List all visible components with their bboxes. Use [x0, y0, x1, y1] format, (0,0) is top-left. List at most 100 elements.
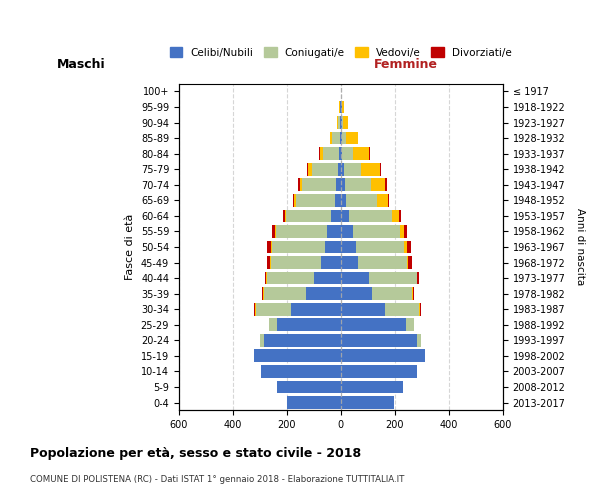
Bar — [271, 256, 320, 269]
Bar — [277, 380, 341, 394]
Y-axis label: Fasce di età: Fasce di età — [125, 214, 135, 280]
Bar — [275, 225, 276, 238]
Bar — [346, 132, 358, 144]
Bar — [407, 256, 409, 269]
Bar — [404, 225, 407, 238]
Bar — [361, 163, 380, 175]
Bar — [342, 132, 346, 144]
Bar — [264, 288, 306, 300]
Bar — [353, 225, 400, 238]
Bar — [341, 148, 342, 160]
Bar — [372, 288, 412, 300]
Bar — [380, 163, 381, 175]
Bar — [341, 163, 344, 175]
Bar — [254, 303, 255, 316]
Bar — [260, 334, 264, 346]
Bar — [262, 288, 263, 300]
Bar — [339, 148, 341, 160]
Bar — [341, 318, 406, 331]
Text: COMUNE DI POLISTENA (RC) - Dati ISTAT 1° gennaio 2018 - Elaborazione TUTTITALIA.: COMUNE DI POLISTENA (RC) - Dati ISTAT 1°… — [30, 476, 404, 484]
Bar — [306, 288, 341, 300]
Bar — [388, 194, 389, 206]
Bar — [287, 396, 341, 409]
Bar — [285, 210, 286, 222]
Bar — [409, 256, 412, 269]
Bar — [341, 240, 356, 254]
Bar — [261, 365, 341, 378]
Bar — [336, 178, 341, 191]
Bar — [341, 288, 372, 300]
Bar — [353, 148, 369, 160]
Bar — [345, 178, 371, 191]
Bar — [272, 240, 325, 254]
Bar — [320, 256, 341, 269]
Bar — [307, 163, 308, 175]
Bar — [256, 303, 291, 316]
Bar — [341, 210, 349, 222]
Bar — [302, 178, 336, 191]
Bar — [338, 116, 340, 129]
Bar — [329, 132, 332, 144]
Bar — [340, 116, 341, 129]
Bar — [291, 303, 341, 316]
Bar — [385, 303, 419, 316]
Bar — [342, 100, 344, 114]
Bar — [341, 116, 343, 129]
Bar — [416, 334, 421, 346]
Bar — [314, 272, 341, 284]
Bar — [341, 303, 385, 316]
Bar — [344, 163, 361, 175]
Bar — [356, 240, 404, 254]
Bar — [340, 132, 341, 144]
Bar — [338, 163, 341, 175]
Y-axis label: Anni di nascita: Anni di nascita — [575, 208, 585, 286]
Bar — [265, 272, 266, 284]
Bar — [406, 318, 414, 331]
Bar — [272, 225, 275, 238]
Bar — [320, 148, 323, 160]
Text: Popolazione per età, sesso e stato civile - 2018: Popolazione per età, sesso e stato civil… — [30, 448, 361, 460]
Bar — [385, 178, 387, 191]
Bar — [331, 210, 341, 222]
Bar — [377, 194, 388, 206]
Bar — [392, 210, 399, 222]
Bar — [283, 210, 285, 222]
Text: Femmine: Femmine — [374, 58, 438, 70]
Bar — [269, 318, 277, 331]
Bar — [341, 396, 394, 409]
Bar — [371, 178, 385, 191]
Bar — [420, 303, 421, 316]
Bar — [312, 163, 338, 175]
Bar — [341, 272, 369, 284]
Bar — [276, 225, 328, 238]
Bar — [293, 194, 295, 206]
Text: Maschi: Maschi — [57, 58, 106, 70]
Bar — [308, 163, 312, 175]
Bar — [341, 334, 416, 346]
Bar — [264, 334, 341, 346]
Bar — [341, 225, 353, 238]
Bar — [349, 210, 392, 222]
Bar — [298, 178, 299, 191]
Bar — [341, 365, 416, 378]
Bar — [346, 194, 377, 206]
Bar — [286, 210, 331, 222]
Bar — [337, 116, 338, 129]
Bar — [328, 225, 341, 238]
Bar — [277, 318, 341, 331]
Legend: Celibi/Nubili, Coniugati/e, Vedovi/e, Divorziati/e: Celibi/Nubili, Coniugati/e, Vedovi/e, Di… — [166, 43, 516, 62]
Bar — [369, 148, 370, 160]
Bar — [342, 148, 353, 160]
Bar — [268, 256, 270, 269]
Bar — [323, 148, 339, 160]
Bar — [254, 350, 341, 362]
Bar — [266, 272, 314, 284]
Bar — [399, 210, 401, 222]
Bar — [296, 194, 335, 206]
Bar — [325, 240, 341, 254]
Bar — [407, 240, 412, 254]
Bar — [341, 380, 403, 394]
Bar — [343, 116, 349, 129]
Bar — [266, 240, 271, 254]
Bar — [341, 194, 346, 206]
